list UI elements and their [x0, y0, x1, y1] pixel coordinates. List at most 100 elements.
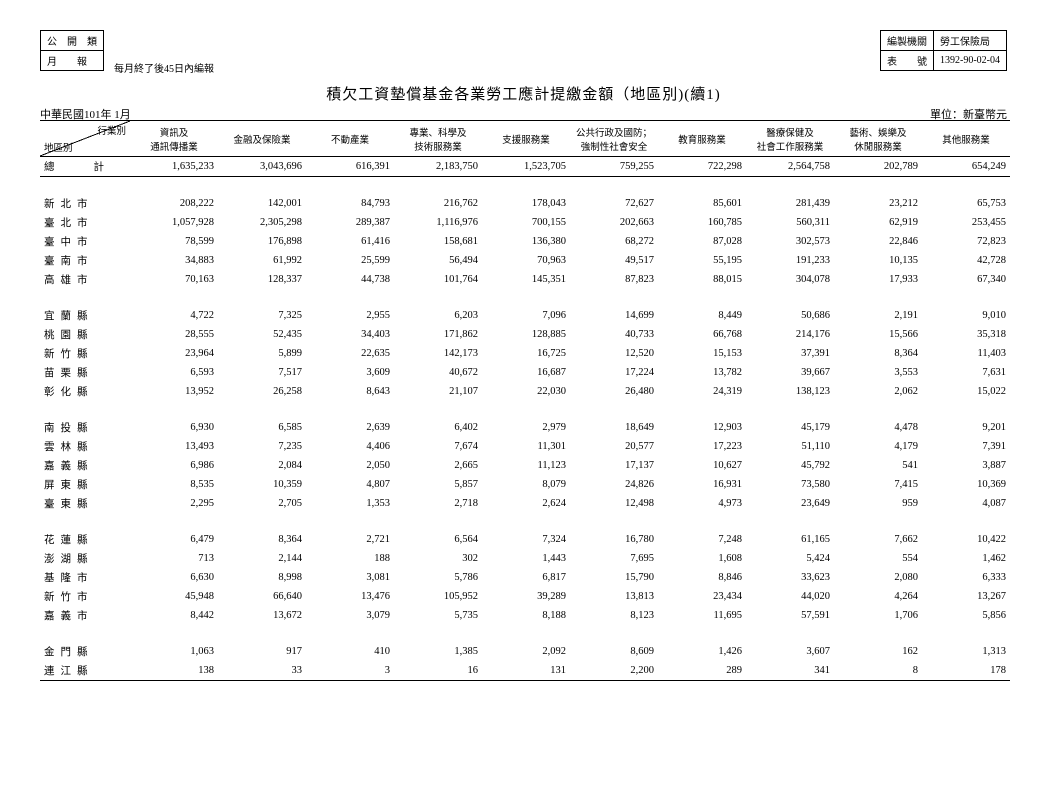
cell: 22,030	[482, 382, 570, 401]
cell: 214,176	[746, 325, 834, 344]
cell: 6,333	[922, 568, 1010, 587]
cell: 15,022	[922, 382, 1010, 401]
cell: 5,857	[394, 475, 482, 494]
row-label: 宜蘭縣	[40, 306, 130, 325]
cell: 145,351	[482, 270, 570, 289]
cell: 44,020	[746, 587, 834, 606]
cell: 4,722	[130, 306, 218, 325]
cell: 62,919	[834, 213, 922, 232]
cell: 26,258	[218, 382, 306, 401]
cell: 7,391	[922, 437, 1010, 456]
table-row: 屏東縣8,53510,3594,8075,8578,07924,82616,93…	[40, 475, 1010, 494]
table-row: 金門縣1,0639174101,3852,0928,6091,4263,6071…	[40, 642, 1010, 661]
cell: 7,415	[834, 475, 922, 494]
cell: 128,885	[482, 325, 570, 344]
cell: 17,223	[658, 437, 746, 456]
meta-tableno-val: 1392-90-02-04	[934, 51, 1007, 71]
cell: 171,862	[394, 325, 482, 344]
cell: 16	[394, 661, 482, 681]
cell: 7,324	[482, 530, 570, 549]
table-row: 臺南市34,88361,99225,59956,49470,96349,5175…	[40, 251, 1010, 270]
cell: 5,424	[746, 549, 834, 568]
cell: 13,952	[130, 382, 218, 401]
cell: 17,224	[570, 363, 658, 382]
gap-row	[40, 513, 1010, 530]
col-header: 資訊及通訊傳播業	[130, 121, 218, 157]
meta-org-label: 編製機關	[881, 31, 934, 51]
cell: 304,078	[746, 270, 834, 289]
head-region: 地區別	[44, 140, 73, 154]
table-row: 連江縣138333161312,2002893418178	[40, 661, 1010, 681]
cell: 713	[130, 549, 218, 568]
cell: 2,721	[306, 530, 394, 549]
meta-period-label: 月 報	[41, 51, 104, 71]
cell: 8,449	[658, 306, 746, 325]
cell: 3,553	[834, 363, 922, 382]
cell: 1,353	[306, 494, 394, 513]
row-label: 屏東縣	[40, 475, 130, 494]
report-unit: 單位：新臺幣元	[930, 106, 1007, 122]
cell: 216,762	[394, 194, 482, 213]
cell: 33	[218, 661, 306, 681]
cell: 52,435	[218, 325, 306, 344]
cell: 45,179	[746, 418, 834, 437]
cell: 5,899	[218, 344, 306, 363]
cell: 6,630	[130, 568, 218, 587]
cell: 16,687	[482, 363, 570, 382]
cell: 8,609	[570, 642, 658, 661]
cell: 8,123	[570, 606, 658, 625]
cell: 22,846	[834, 232, 922, 251]
cell: 7,248	[658, 530, 746, 549]
cell: 2,183,750	[394, 157, 482, 177]
gap-row	[40, 177, 1010, 194]
cell: 2,062	[834, 382, 922, 401]
cell: 1,313	[922, 642, 1010, 661]
cell: 1,063	[130, 642, 218, 661]
cell: 61,416	[306, 232, 394, 251]
cell: 176,898	[218, 232, 306, 251]
total-row: 總 計1,635,2333,043,696616,3912,183,7501,5…	[40, 157, 1010, 177]
cell: 2,050	[306, 456, 394, 475]
table-row: 高雄市70,163128,33744,738101,764145,35187,8…	[40, 270, 1010, 289]
cell: 25,599	[306, 251, 394, 270]
cell: 16,931	[658, 475, 746, 494]
cell: 8,535	[130, 475, 218, 494]
cell: 15,566	[834, 325, 922, 344]
cell: 6,585	[218, 418, 306, 437]
cell: 13,476	[306, 587, 394, 606]
cell: 61,165	[746, 530, 834, 549]
cell: 37,391	[746, 344, 834, 363]
cell: 3,887	[922, 456, 1010, 475]
row-label: 南投縣	[40, 418, 130, 437]
row-label: 雲林縣	[40, 437, 130, 456]
row-label: 彰化縣	[40, 382, 130, 401]
cell: 3,607	[746, 642, 834, 661]
cell: 178,043	[482, 194, 570, 213]
cell: 253,455	[922, 213, 1010, 232]
cell: 26,480	[570, 382, 658, 401]
cell: 7,695	[570, 549, 658, 568]
cell: 2,955	[306, 306, 394, 325]
cell: 289,387	[306, 213, 394, 232]
cell: 10,135	[834, 251, 922, 270]
cell: 138	[130, 661, 218, 681]
cell: 2,295	[130, 494, 218, 513]
table-row: 新竹縣23,9645,89922,635142,17316,72512,5201…	[40, 344, 1010, 363]
table-row: 桃園縣28,55552,43534,403171,862128,88540,73…	[40, 325, 1010, 344]
cell: 15,153	[658, 344, 746, 363]
cell: 131	[482, 661, 570, 681]
cell: 4,478	[834, 418, 922, 437]
cell: 87,823	[570, 270, 658, 289]
row-label: 苗栗縣	[40, 363, 130, 382]
cell: 23,649	[746, 494, 834, 513]
cell: 6,986	[130, 456, 218, 475]
report-subbar: 中華民國101年 1月 單位：新臺幣元	[40, 106, 1007, 120]
cell: 541	[834, 456, 922, 475]
cell: 24,826	[570, 475, 658, 494]
cell: 1,608	[658, 549, 746, 568]
table-row: 基隆市6,6308,9983,0815,7866,81715,7908,8463…	[40, 568, 1010, 587]
cell: 3	[306, 661, 394, 681]
cell: 1,116,976	[394, 213, 482, 232]
cell: 1,462	[922, 549, 1010, 568]
meta-left-table: 公 開 類 月 報	[40, 30, 104, 71]
